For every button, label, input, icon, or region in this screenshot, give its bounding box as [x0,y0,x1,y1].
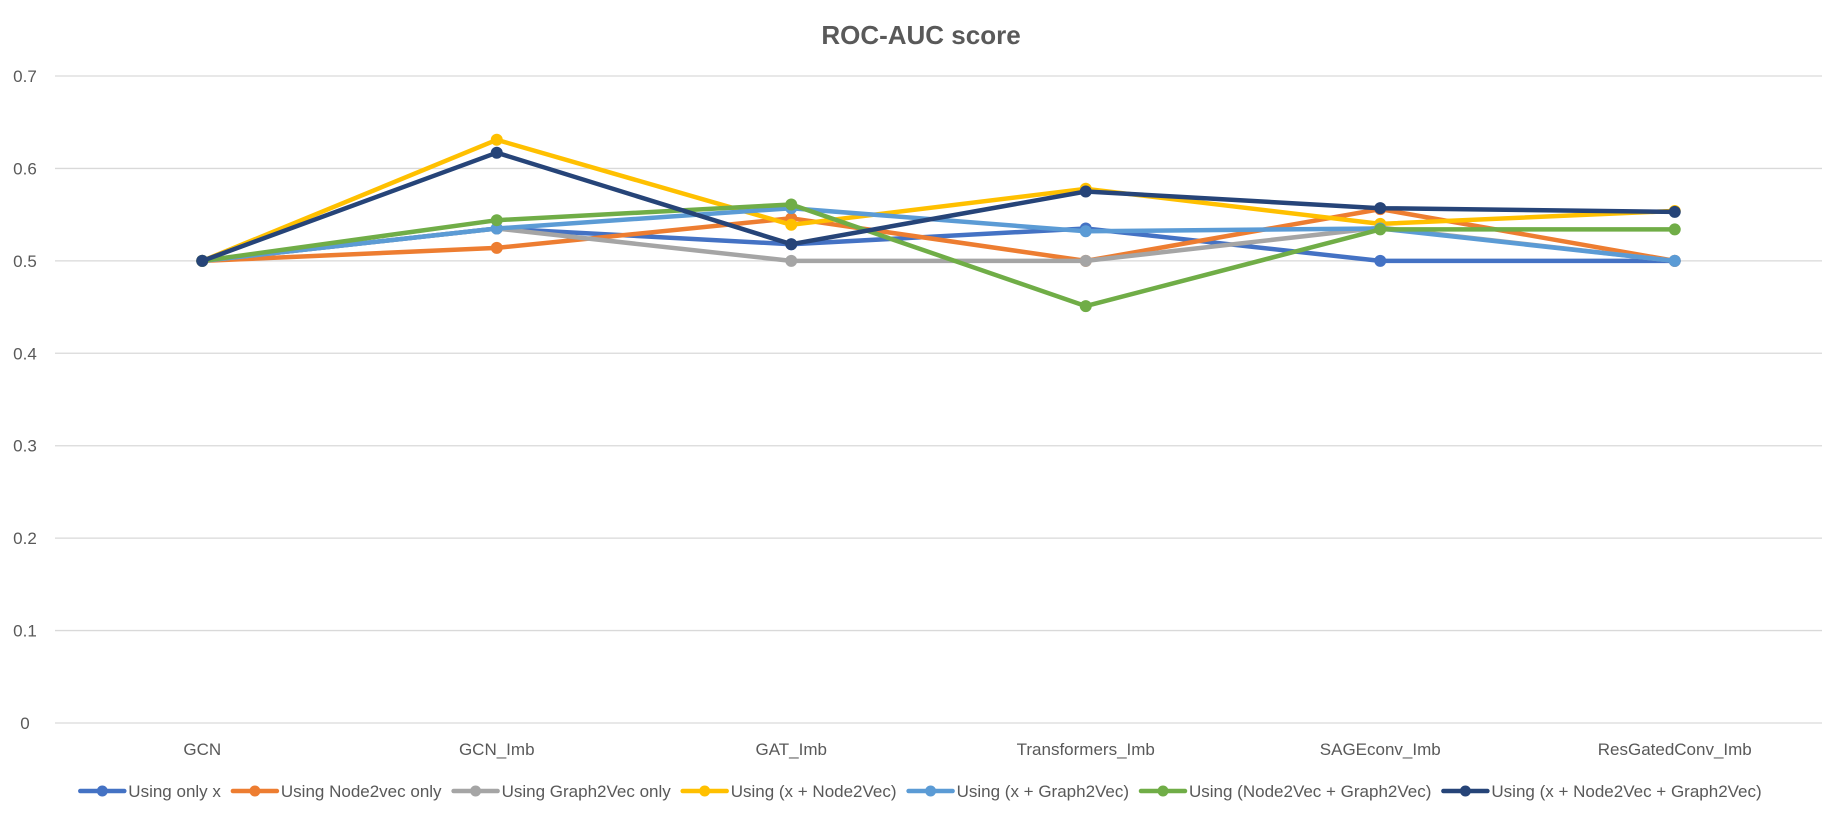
x-axis: GCN GCN_Imb GAT_Imb Transformers_Imb SAGEcon… [183,740,1751,759]
y-tick-label: 0.3 [13,437,37,456]
data-point [1079,185,1092,198]
legend-label: Using only x [128,782,221,801]
legend-marker [470,785,482,797]
legend-marker [96,785,108,797]
legend-marker [1459,785,1471,797]
legend-item: Using only x [78,782,221,801]
x-tick-label: GCN [183,740,221,759]
legend-item: Using Graph2Vec only [451,782,672,801]
data-point [1668,205,1681,218]
chart-title: ROC-AUC score [821,20,1020,50]
x-tick-label: GAT_Imb [756,740,827,759]
y-tick-label: 0.6 [13,159,37,178]
y-tick-label: 0.4 [13,344,37,363]
data-point [1079,254,1092,267]
x-tick-label: GCN_Imb [459,740,535,759]
data-point [1668,223,1681,236]
y-tick-label: 0.7 [13,67,37,86]
legend-label: Using (Node2Vec + Graph2Vec) [1189,782,1431,801]
legend-item: Using (Node2Vec + Graph2Vec) [1138,782,1431,801]
y-tick-label: 0.1 [13,622,37,641]
data-point [1374,254,1387,267]
y-axis: 0 0.1 0.2 0.3 0.4 0.5 0.6 0.7 [13,67,37,733]
data-point [490,214,503,227]
legend: Using only x Using Node2vec only Using Gra… [78,782,1762,801]
x-tick-label: ResGatedConv_Imb [1598,740,1752,759]
legend-label: Using (x + Graph2Vec) [957,782,1129,801]
data-point [1079,300,1092,313]
legend-marker [699,785,711,797]
legend-item: Using (x + Node2Vec + Graph2Vec) [1441,782,1762,801]
data-point [1374,202,1387,215]
legend-label: Using (x + Node2Vec) [731,782,897,801]
legend-label: Using (x + Node2Vec + Graph2Vec) [1491,782,1761,801]
data-point [785,218,798,231]
series-lines [196,133,1681,313]
legend-item: Using Node2vec only [230,782,442,801]
data-point [785,238,798,251]
x-tick-label: Transformers_Imb [1017,740,1155,759]
legend-label: Using Graph2Vec only [502,782,672,801]
legend-marker [249,785,261,797]
x-tick-label: SAGEconv_Imb [1320,740,1441,759]
series-4 [196,133,1681,267]
data-point [490,146,503,159]
data-point [490,133,503,146]
y-tick-label: 0 [20,714,29,733]
legend-item: Using (x + Node2Vec) [680,782,897,801]
data-point [490,241,503,254]
legend-marker [1157,785,1169,797]
data-point [785,254,798,267]
y-tick-label: 0.5 [13,252,37,271]
series-line [200,206,1678,264]
data-point [785,198,798,211]
series-line [200,137,1678,264]
series-line [200,202,1678,309]
data-point [1079,225,1092,238]
series-7 [196,146,1681,267]
series-line [200,150,1678,264]
legend-label: Using Node2vec only [281,782,442,801]
legend-marker [925,785,937,797]
legend-item: Using (x + Graph2Vec) [906,782,1129,801]
data-point [196,254,209,267]
data-point [1668,254,1681,267]
gridlines [55,75,1822,724]
data-point [1374,223,1387,236]
y-tick-label: 0.2 [13,529,37,548]
